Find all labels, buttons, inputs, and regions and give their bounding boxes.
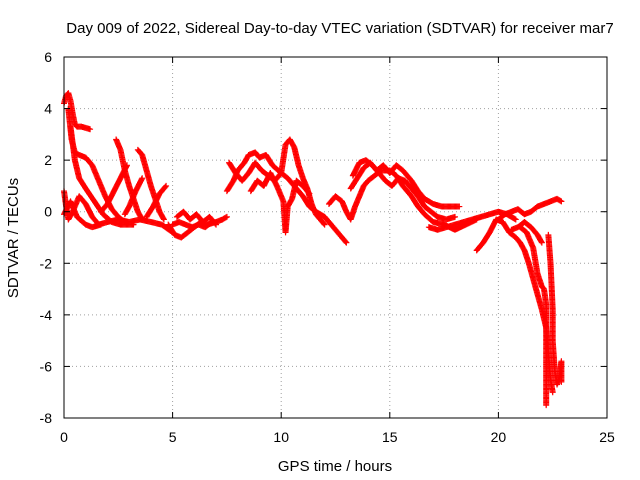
data-point [97, 221, 104, 228]
x-tick-label: 5 [169, 429, 177, 445]
data-point [222, 214, 229, 221]
data-point [208, 219, 215, 226]
data-point [123, 162, 130, 169]
data-point [139, 175, 146, 182]
data-series [61, 90, 565, 409]
series-arc-m [169, 219, 215, 231]
series-arc-v [495, 195, 565, 223]
series-arc-g [97, 162, 130, 215]
data-point [557, 197, 564, 204]
data-point [321, 221, 328, 228]
data-point [160, 215, 167, 222]
axis-ticks: 0 5 10 15 20 25 -8 -6 -4 -2 0 2 4 6 [40, 49, 615, 445]
data-point [538, 239, 545, 246]
data-point [160, 216, 167, 223]
data-point [456, 203, 463, 210]
data-point [139, 216, 146, 223]
data-point [162, 183, 169, 190]
x-tick-label: 20 [491, 429, 507, 445]
data-point [512, 216, 519, 223]
data-point [558, 198, 565, 205]
y-tick-label: 2 [44, 152, 52, 168]
data-point [207, 219, 214, 226]
x-tick-label: 0 [60, 429, 68, 445]
series-arc-w [517, 224, 550, 409]
data-point [343, 239, 350, 246]
y-tick-label: -2 [40, 255, 53, 271]
data-point [320, 220, 327, 227]
y-tick-label: -4 [40, 307, 53, 323]
x-tick-label: 15 [382, 429, 398, 445]
data-point [213, 221, 220, 228]
series-arc-d [61, 188, 176, 236]
y-tick-label: 0 [44, 204, 52, 220]
plot-frame [63, 56, 608, 419]
y-tick-label: 6 [44, 49, 52, 65]
series-arc-x [545, 231, 565, 388]
data-point [163, 182, 170, 189]
series-arc-y [508, 219, 545, 246]
y-tick-label: -8 [40, 410, 53, 426]
y-axis-label: SDTVAR / TECUs [5, 178, 22, 298]
y-tick-label: 4 [44, 101, 52, 117]
data-point [223, 213, 230, 220]
x-axis-label: GPS time / hours [278, 458, 392, 475]
data-point [87, 126, 94, 133]
data-point [138, 215, 145, 222]
series-arc-j [143, 182, 170, 220]
chart-title: Day 009 of 2022, Sidereal Day-to-day VTE… [66, 20, 613, 37]
y-tick-label: -6 [40, 358, 53, 374]
x-tick-label: 10 [273, 429, 289, 445]
data-point [558, 378, 565, 385]
data-point [451, 213, 458, 220]
data-point [212, 220, 219, 227]
data-point [549, 389, 556, 396]
x-tick-label: 25 [599, 429, 615, 445]
series-arc-p [247, 170, 313, 236]
series-arc-e [61, 198, 104, 231]
data-point [305, 189, 312, 196]
data-point [543, 402, 550, 409]
series-arc-i [121, 175, 146, 218]
series-arc-t [425, 208, 519, 233]
series-arc-s [349, 157, 458, 223]
data-point [538, 238, 545, 245]
data-point [342, 238, 349, 245]
data-point [306, 190, 313, 197]
